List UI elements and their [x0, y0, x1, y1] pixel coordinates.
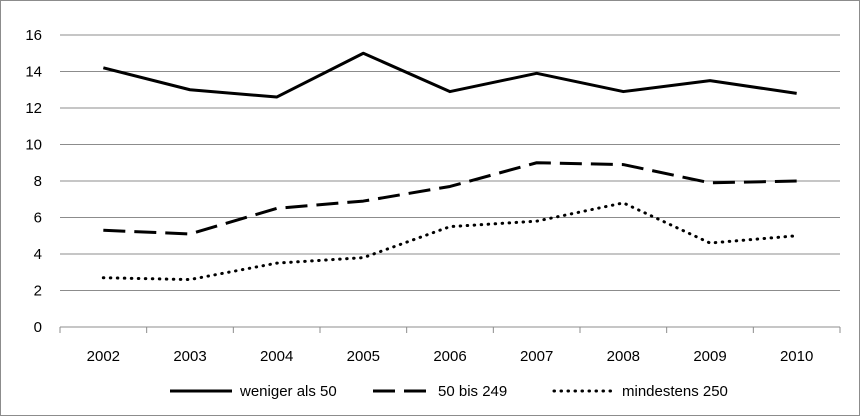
legend-item: 50 bis 249 [373, 383, 507, 400]
legend-label: 50 bis 249 [438, 383, 507, 400]
x-axis-tick-labels: 2002 2003 2004 2005 2006 2007 2008 2009 2010 [87, 348, 814, 365]
y-tick-label: 16 [25, 27, 42, 44]
legend-item: weniger als 50 [170, 383, 337, 400]
y-tick-label: 8 [34, 173, 42, 190]
legend: weniger als 50 50 bis 249 mindestens 250 [170, 383, 728, 400]
x-tick-label: 2002 [87, 348, 120, 365]
y-tick-label: 10 [25, 137, 42, 154]
y-tick-label: 0 [34, 319, 42, 336]
series-lines [101, 51, 799, 282]
x-tick-label: 2003 [173, 348, 206, 365]
x-tick-label: 2004 [260, 348, 293, 365]
y-tick-label: 4 [34, 246, 42, 263]
y-axis-tick-labels: 0 2 4 6 8 10 12 14 16 [25, 27, 42, 336]
legend-label: weniger als 50 [239, 383, 337, 400]
series-line-mindestens-250 [101, 201, 799, 282]
y-tick-label: 6 [34, 210, 42, 227]
y-tick-label: 14 [25, 64, 42, 81]
x-tick-label: 2005 [347, 348, 380, 365]
gridlines [59, 34, 841, 333]
x-tick-label: 2007 [520, 348, 553, 365]
legend-label: mindestens 250 [622, 383, 728, 400]
series-line-50-bis-249 [103, 161, 797, 236]
x-tick-label: 2009 [693, 348, 726, 365]
x-tick-label: 2010 [780, 348, 813, 365]
legend-item: mindestens 250 [552, 383, 728, 400]
y-tick-label: 12 [25, 100, 42, 117]
series-line-weniger-als-50 [102, 51, 797, 99]
y-tick-label: 2 [34, 283, 42, 300]
x-tick-label: 2006 [433, 348, 466, 365]
x-tick-label: 2008 [607, 348, 640, 365]
